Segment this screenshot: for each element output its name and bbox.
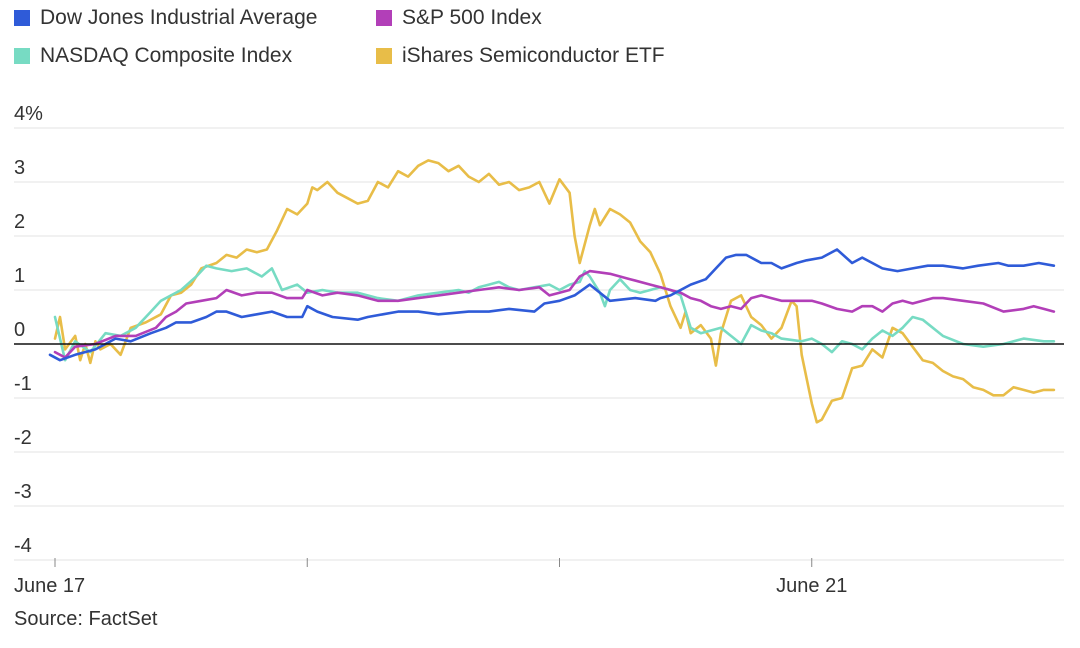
source-note: Source: FactSet (14, 608, 158, 630)
y-tick-label: -1 (14, 373, 32, 395)
legend-item-sp500: S&P 500 Index (376, 6, 542, 30)
series-line-dow (48, 248, 1056, 362)
legend-item-semis: iShares Semiconductor ETF (376, 44, 665, 68)
legend: Dow Jones Industrial Average S&P 500 Ind… (14, 6, 774, 76)
legend-item-dow: Dow Jones Industrial Average (14, 6, 317, 30)
legend-label-dow: Dow Jones Industrial Average (40, 6, 318, 29)
y-tick-label: 2 (14, 211, 25, 233)
y-tick-label: 4% (14, 103, 43, 125)
legend-label-sp500: S&P 500 Index (402, 6, 542, 29)
x-tick-label: June 21 (776, 575, 847, 597)
y-tick-label: 3 (14, 157, 25, 179)
legend-swatch-dow (14, 10, 30, 26)
series-line-nasdaq (53, 264, 1056, 362)
legend-swatch-sp500 (376, 10, 392, 26)
line-chart: 4% 3 2 1 0 -1 -2 -3 -4 June 17 June 21 (14, 103, 1064, 597)
legend-item-nasdaq: NASDAQ Composite Index (14, 44, 292, 68)
x-tick-label: June 17 (14, 575, 85, 597)
y-tick-label: 1 (14, 265, 25, 287)
y-tick-label: -4 (14, 535, 32, 557)
legend-label-nasdaq: NASDAQ Composite Index (40, 44, 293, 67)
series-line-semis (53, 159, 1056, 424)
y-tick-label: -3 (14, 481, 32, 503)
legend-swatch-nasdaq (14, 48, 30, 64)
y-tick-label: -2 (14, 427, 32, 449)
y-tick-label: 0 (14, 319, 25, 341)
legend-swatch-semis (376, 48, 392, 64)
series-line-sp500 (53, 269, 1056, 359)
legend-label-semis: iShares Semiconductor ETF (402, 44, 665, 67)
